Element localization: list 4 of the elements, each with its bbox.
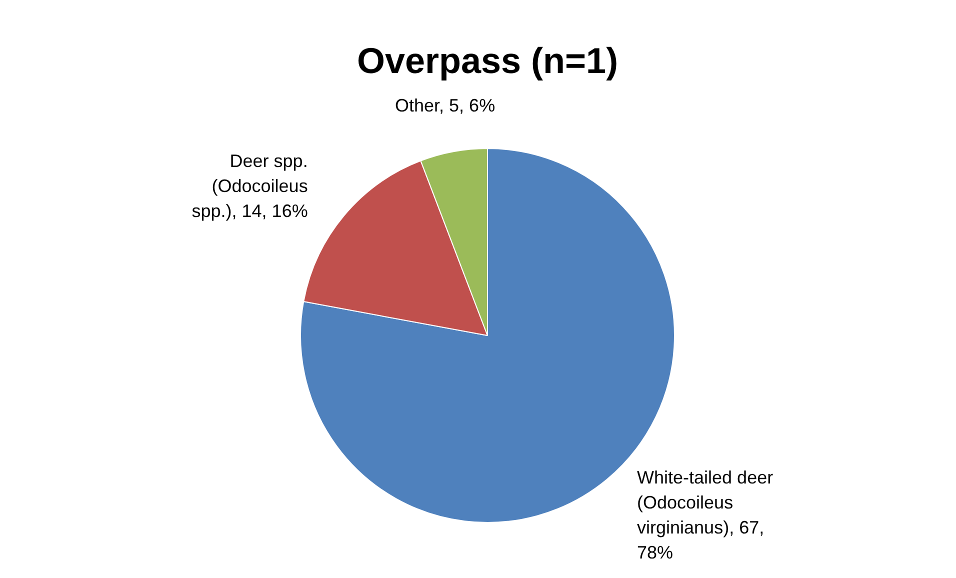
slice-label: Other, 5, 6% — [395, 96, 496, 116]
chart-title: Overpass (n=1) — [356, 40, 618, 81]
slice-label: Deer spp. (Odocoileus spp.), 14, 16% — [192, 150, 308, 221]
slice-label: White-tailed deer (Odocoileus virginianus), 67, 78% — [637, 468, 774, 563]
